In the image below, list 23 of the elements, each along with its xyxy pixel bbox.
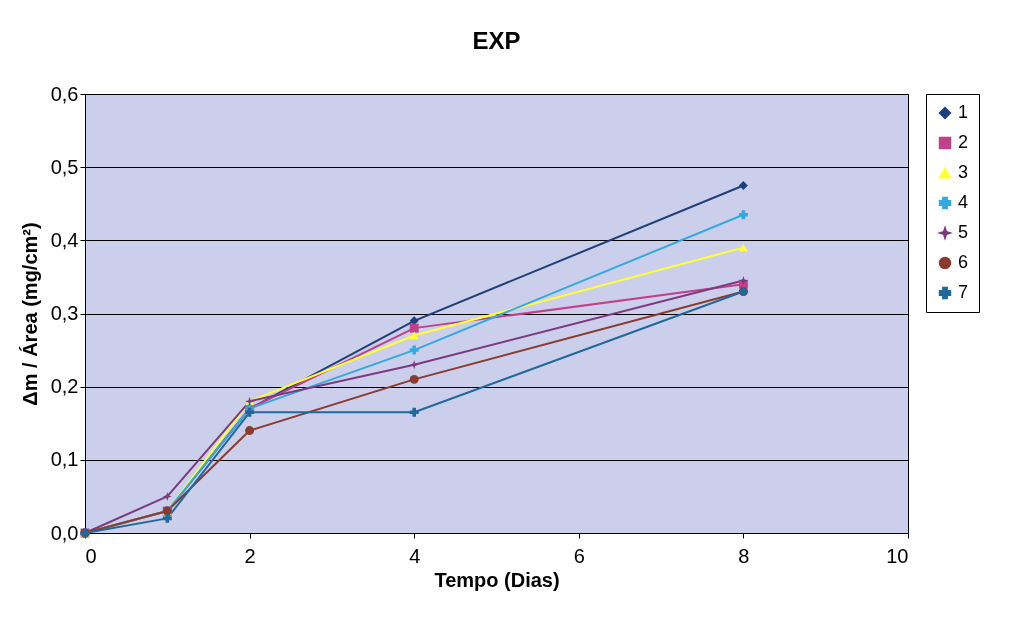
legend-label: 4 xyxy=(958,192,969,212)
x-tick-label: 2 xyxy=(244,544,256,567)
legend-label: 7 xyxy=(958,282,969,302)
y-tick-label: 0,3 xyxy=(50,302,79,324)
x-tick-label: 0 xyxy=(85,544,97,567)
y-tick-label: 0,1 xyxy=(50,448,79,471)
legend-label: 5 xyxy=(958,222,969,242)
x-tick-label: 6 xyxy=(573,544,585,567)
legend-label: 3 xyxy=(958,162,969,182)
y-axis-title: Δm / Área (mg/cm²) xyxy=(18,222,41,406)
legend-label: 6 xyxy=(958,252,969,272)
x-tick-label: 10 xyxy=(886,544,909,567)
y-tick-label: 0,0 xyxy=(50,521,79,544)
legend-label: 2 xyxy=(958,132,969,152)
x-tick-label: 8 xyxy=(738,544,750,567)
x-tick-label: 4 xyxy=(409,544,421,567)
y-tick-label: 0,2 xyxy=(50,375,79,398)
x-axis-title: Tempo (Dias) xyxy=(434,568,560,591)
legend-label: 1 xyxy=(958,102,969,122)
chart-title: EXP xyxy=(472,27,521,54)
y-tick-label: 0,4 xyxy=(50,228,79,251)
y-tick-label: 0,6 xyxy=(50,82,79,105)
y-tick-label: 0,5 xyxy=(50,155,79,178)
